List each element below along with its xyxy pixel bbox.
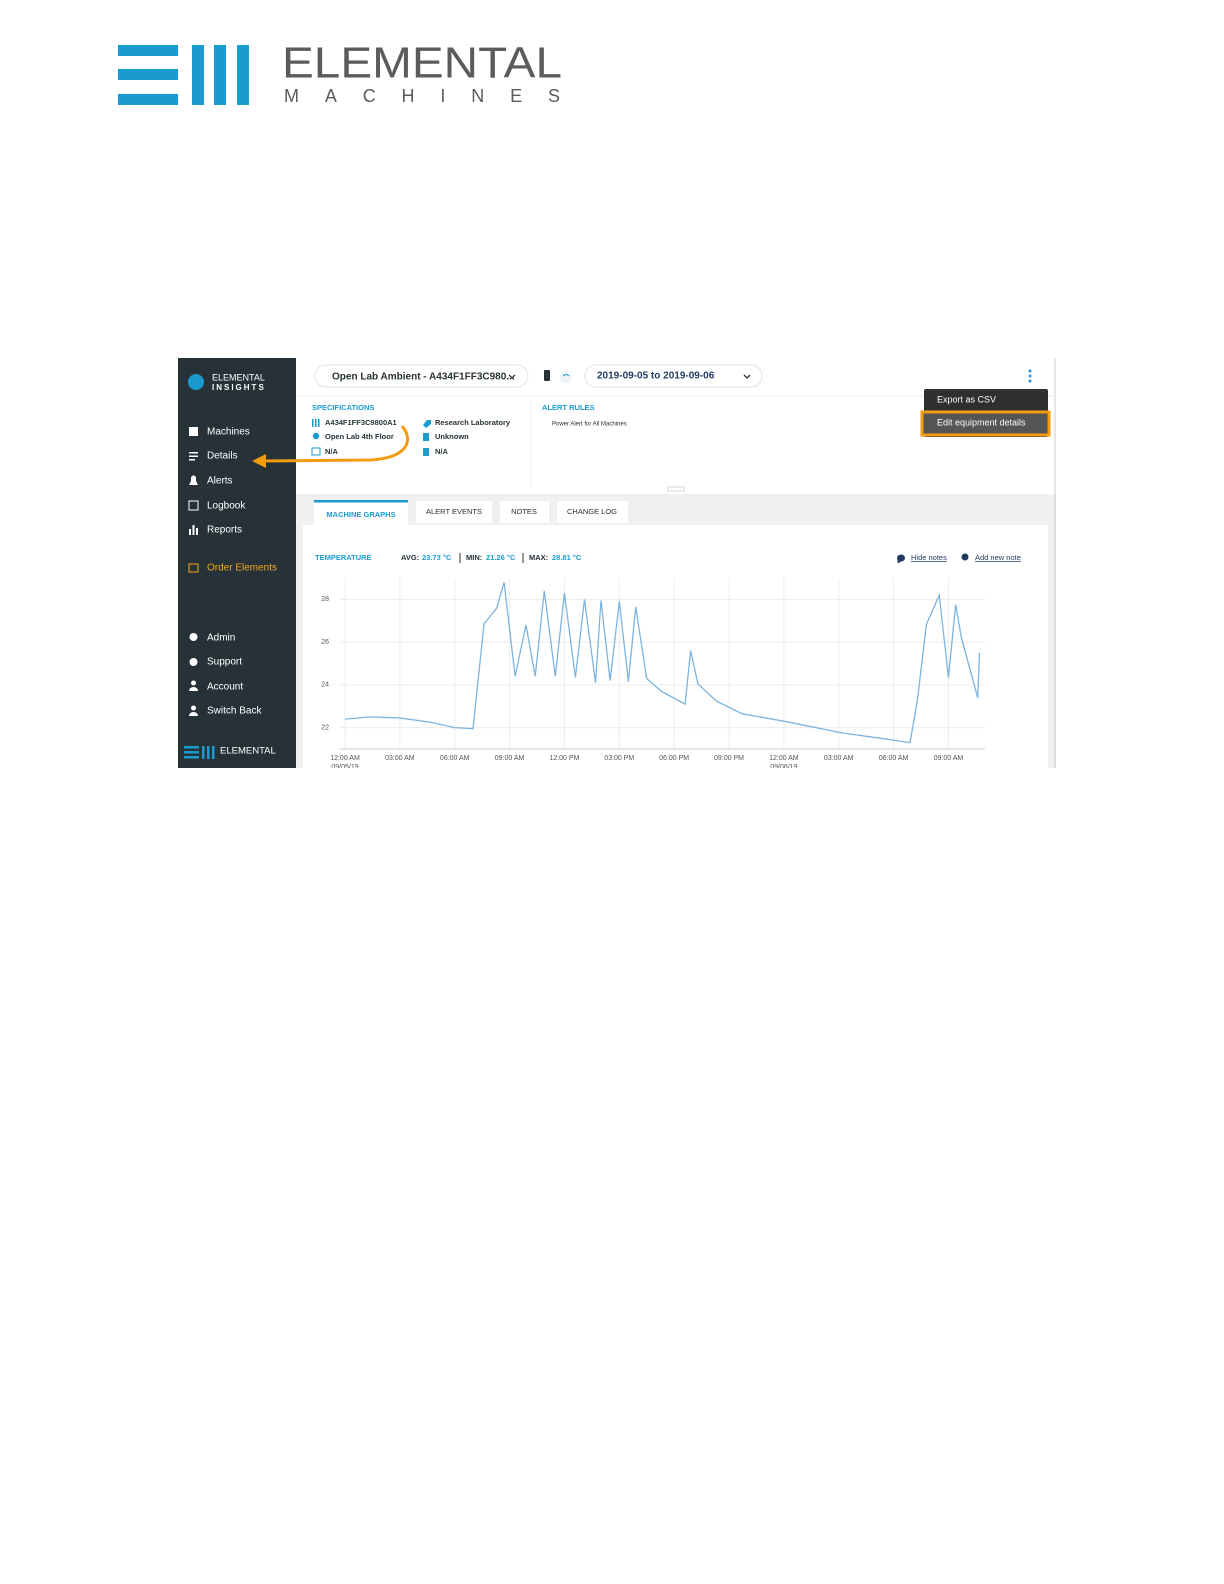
date-select[interactable] xyxy=(584,364,763,388)
tab[interactable]: ALERT EVENTS xyxy=(426,507,482,516)
screenshot: ELEMENTAL INSIGHTS Machines Details Aler… xyxy=(178,358,1056,771)
chart-title: TEMPERATURE xyxy=(315,553,372,562)
tab[interactable]: NOTES xyxy=(511,507,537,516)
annotation-arrow xyxy=(261,425,409,463)
x-tick-label: 06:00 AM xyxy=(879,755,909,762)
logo-sub: MACHINES xyxy=(284,86,560,106)
stat-value: 23.73 °C xyxy=(422,553,452,562)
tab[interactable]: CHANGE LOG xyxy=(567,507,617,516)
y-tick-label: 24 xyxy=(321,682,329,689)
nav-item[interactable]: Account xyxy=(207,682,243,693)
chart-card xyxy=(303,525,1048,768)
link[interactable]: Add new note xyxy=(975,553,1021,562)
stat-label: AVG: xyxy=(401,553,419,562)
temperature-line xyxy=(344,582,981,744)
stat-label: MIN: xyxy=(466,553,482,562)
x-tick-label: 09:00 AM xyxy=(934,755,964,762)
logo xyxy=(118,45,249,105)
menu-item[interactable]: Export as CSV xyxy=(937,394,996,404)
nav-item[interactable]: Support xyxy=(207,657,242,668)
x-tick-label: 06:00 PM xyxy=(659,755,689,762)
nav-item[interactable]: Admin xyxy=(207,633,235,644)
stat-label: MAX: xyxy=(529,553,548,562)
x-tick-label: 12:00 PM xyxy=(549,755,579,762)
spec-item: Research Laboratory xyxy=(435,418,511,427)
x-tick-label: 09:00 AM xyxy=(495,755,525,762)
y-tick-label: 28 xyxy=(321,596,329,603)
alert-rule: Power Alert for All Machines xyxy=(552,422,627,428)
y-tick-label: 26 xyxy=(321,639,329,646)
brand: INSIGHTS xyxy=(212,383,266,392)
arrow-head xyxy=(252,454,266,468)
x-tick-label: 12:00 AM xyxy=(330,755,360,762)
section-title: ALERT RULES xyxy=(542,403,595,412)
link[interactable]: Hide notes xyxy=(911,553,947,562)
x-tick-label: 06:00 AM xyxy=(440,755,470,762)
sidebar xyxy=(178,358,296,768)
x-tick-label: 03:00 AM xyxy=(385,755,415,762)
nav-item[interactable]: Machines xyxy=(207,427,250,438)
x-tick-label: 09:00 PM xyxy=(714,755,744,762)
x-tick-label: 03:00 PM xyxy=(604,755,634,762)
nav-item[interactable]: Logbook xyxy=(207,501,246,512)
nav-item[interactable]: Reports xyxy=(207,525,242,536)
date-range[interactable]: 2019-09-05 to 2019-09-06 xyxy=(597,371,715,382)
spec-item: Unknown xyxy=(435,432,469,441)
menu-item[interactable]: Edit equipment details xyxy=(937,417,1026,427)
order-link[interactable]: Order Elements xyxy=(207,563,277,574)
menu-highlight[interactable] xyxy=(920,410,1051,437)
tab[interactable]: MACHINE GRAPHS xyxy=(326,510,395,519)
brand: ELEMENTAL xyxy=(212,372,265,382)
section-title: SPECIFICATIONS xyxy=(312,403,374,412)
y-tick-label: 22 xyxy=(321,724,329,731)
logo-word: ELEMENTAL xyxy=(282,39,562,88)
spec-item: A434F1FF3C9800A1 xyxy=(325,418,397,427)
nav-item[interactable]: Details xyxy=(207,451,238,462)
device-select[interactable] xyxy=(314,364,529,388)
spec-item: N/A xyxy=(325,447,339,456)
nav-item[interactable]: Switch Back xyxy=(207,706,262,717)
x-date-label: 09/06/19 xyxy=(770,764,797,771)
footer-brand: ELEMENTAL xyxy=(220,746,276,757)
stat-value: 21.26 °C xyxy=(486,553,516,562)
x-tick-label: 12:00 AM xyxy=(769,755,799,762)
x-tick-label: 03:00 AM xyxy=(824,755,854,762)
spec-item: Open Lab 4th Floor xyxy=(325,432,394,441)
spec-item: N/A xyxy=(435,447,449,456)
device-name[interactable]: Open Lab Ambient - A434F1FF3C980... xyxy=(332,372,515,383)
nav-item[interactable]: Alerts xyxy=(207,476,233,487)
stat-value: 28.81 °C xyxy=(552,553,582,562)
x-date-label: 09/05/19 xyxy=(331,764,358,771)
